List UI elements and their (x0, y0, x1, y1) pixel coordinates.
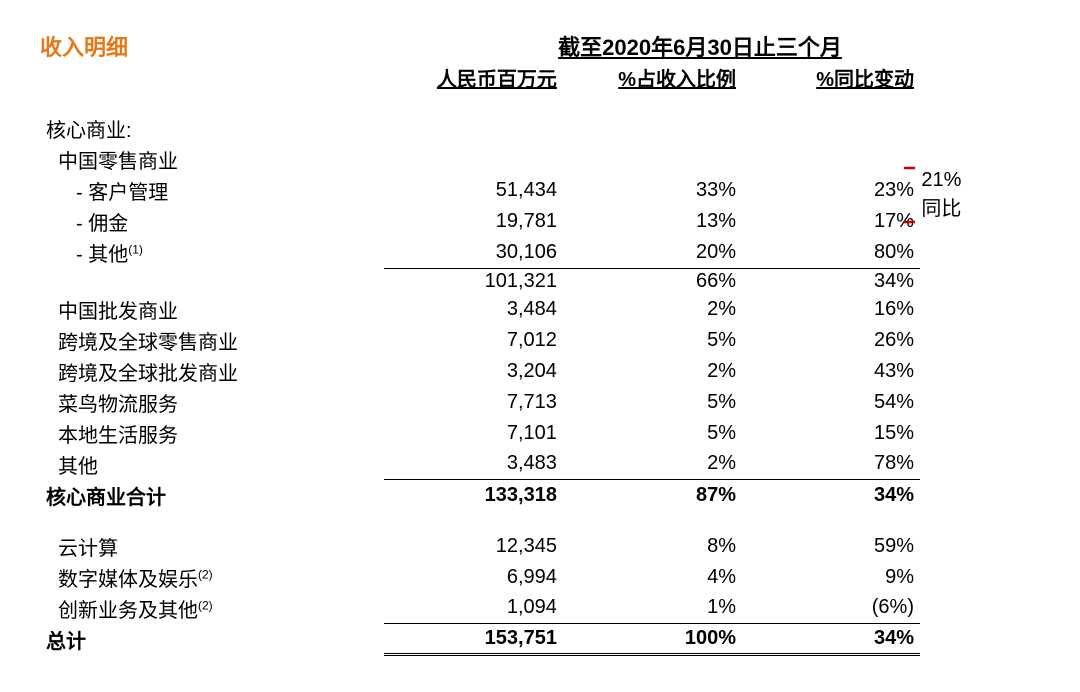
row-china-retail-subtotal: 101,321 66% 34% (40, 268, 920, 294)
label: - 客户管理 (40, 175, 384, 206)
value: 7,101 (384, 418, 563, 449)
header-row: 人民币百万元 %占收入比例 %同比变动 (40, 62, 920, 93)
yoy: 34% (742, 624, 920, 655)
label: 本地生活服务 (40, 418, 384, 449)
yoy: 9% (742, 562, 920, 593)
value: 6,994 (384, 562, 563, 593)
label: 总计 (40, 624, 384, 655)
pct: 13% (563, 206, 742, 237)
yoy: 78% (742, 449, 920, 480)
row-innovation: 创新业务及其他(2) 1,094 1% (6%) (40, 593, 920, 624)
yoy: 59% (742, 531, 920, 562)
col-header-pct: %占收入比例 (563, 62, 742, 93)
yoy: 43% (742, 356, 920, 387)
row-cust-mgmt: - 客户管理 51,434 33% 23% (40, 175, 920, 206)
pct: 1% (563, 593, 742, 624)
row-other-retail: - 其他(1) 30,106 20% 80% (40, 237, 920, 268)
spacer (40, 511, 920, 531)
row-core-other: 其他 3,483 2% 78% (40, 449, 920, 480)
value: 1,094 (384, 593, 563, 624)
period-title: 截至2020年6月30日止三个月 (360, 30, 1040, 62)
pct: 20% (563, 237, 742, 268)
col-header-amount: 人民币百万元 (384, 62, 563, 93)
pct: 8% (563, 531, 742, 562)
china-retail-heading: 中国零售商业 (40, 144, 384, 175)
yoy: 34% (742, 268, 920, 294)
revenue-table: 人民币百万元 %占收入比例 %同比变动 核心商业: 中国零售商业 - 客户管理 … (40, 62, 920, 656)
value: 12,345 (384, 531, 563, 562)
value: 30,106 (384, 237, 563, 268)
label: - 佣金 (40, 206, 384, 237)
label: 菜鸟物流服务 (40, 387, 384, 418)
pct: 2% (563, 294, 742, 325)
pct: 4% (563, 562, 742, 593)
bracket-annotation: 21%同比 (902, 166, 970, 224)
pct: 87% (563, 480, 742, 511)
row-core-total: 核心商业合计 133,318 87% 34% (40, 480, 920, 511)
label: 创新业务及其他(2) (40, 593, 384, 624)
value: 101,321 (384, 268, 563, 294)
section-title: 收入明细 (40, 30, 360, 62)
pct: 2% (563, 449, 742, 480)
value: 153,751 (384, 624, 563, 655)
label: 其他 (40, 449, 384, 480)
pct: 5% (563, 325, 742, 356)
value: 3,204 (384, 356, 563, 387)
yoy: 15% (742, 418, 920, 449)
yoy: 34% (742, 480, 920, 511)
value: 7,012 (384, 325, 563, 356)
annotation-text: 21%同比 (921, 169, 970, 221)
label: 数字媒体及娱乐(2) (40, 562, 384, 593)
label: 跨境及全球批发商业 (40, 356, 384, 387)
label: 跨境及全球零售商业 (40, 325, 384, 356)
pct: 2% (563, 356, 742, 387)
value: 133,318 (384, 480, 563, 511)
row-cross-border-wholesale: 跨境及全球批发商业 3,204 2% 43% (40, 356, 920, 387)
spacer (40, 93, 920, 113)
core-heading-row: 核心商业: (40, 113, 920, 144)
label: 核心商业合计 (40, 480, 384, 511)
pct: 5% (563, 418, 742, 449)
core-heading: 核心商业: (40, 113, 384, 144)
value: 19,781 (384, 206, 563, 237)
row-commission: - 佣金 19,781 13% 17% (40, 206, 920, 237)
value: 3,484 (384, 294, 563, 325)
pct: 66% (563, 268, 742, 294)
row-cainiao: 菜鸟物流服务 7,713 5% 54% (40, 387, 920, 418)
row-cross-border-retail: 跨境及全球零售商业 7,012 5% 26% (40, 325, 920, 356)
label: 云计算 (40, 531, 384, 562)
pct: 5% (563, 387, 742, 418)
row-cloud: 云计算 12,345 8% 59% (40, 531, 920, 562)
yoy: 16% (742, 294, 920, 325)
yoy: 26% (742, 325, 920, 356)
yoy: 54% (742, 387, 920, 418)
pct: 100% (563, 624, 742, 655)
bracket-icon (902, 166, 915, 224)
yoy: 23% (742, 175, 920, 206)
row-local-services: 本地生活服务 7,101 5% 15% (40, 418, 920, 449)
china-retail-heading-row: 中国零售商业 (40, 144, 920, 175)
table-wrap: 人民币百万元 %占收入比例 %同比变动 核心商业: 中国零售商业 - 客户管理 … (40, 62, 920, 656)
yoy: 80% (742, 237, 920, 268)
row-china-wholesale: 中国批发商业 3,484 2% 16% (40, 294, 920, 325)
pct: 33% (563, 175, 742, 206)
value: 7,713 (384, 387, 563, 418)
label: 中国批发商业 (40, 294, 384, 325)
col-header-yoy: %同比变动 (742, 62, 920, 93)
yoy: (6%) (742, 593, 920, 624)
row-grand-total: 总计 153,751 100% 34% (40, 624, 920, 655)
label: - 其他(1) (40, 237, 384, 268)
value: 51,434 (384, 175, 563, 206)
row-media: 数字媒体及娱乐(2) 6,994 4% 9% (40, 562, 920, 593)
yoy: 17% (742, 206, 920, 237)
value: 3,483 (384, 449, 563, 480)
